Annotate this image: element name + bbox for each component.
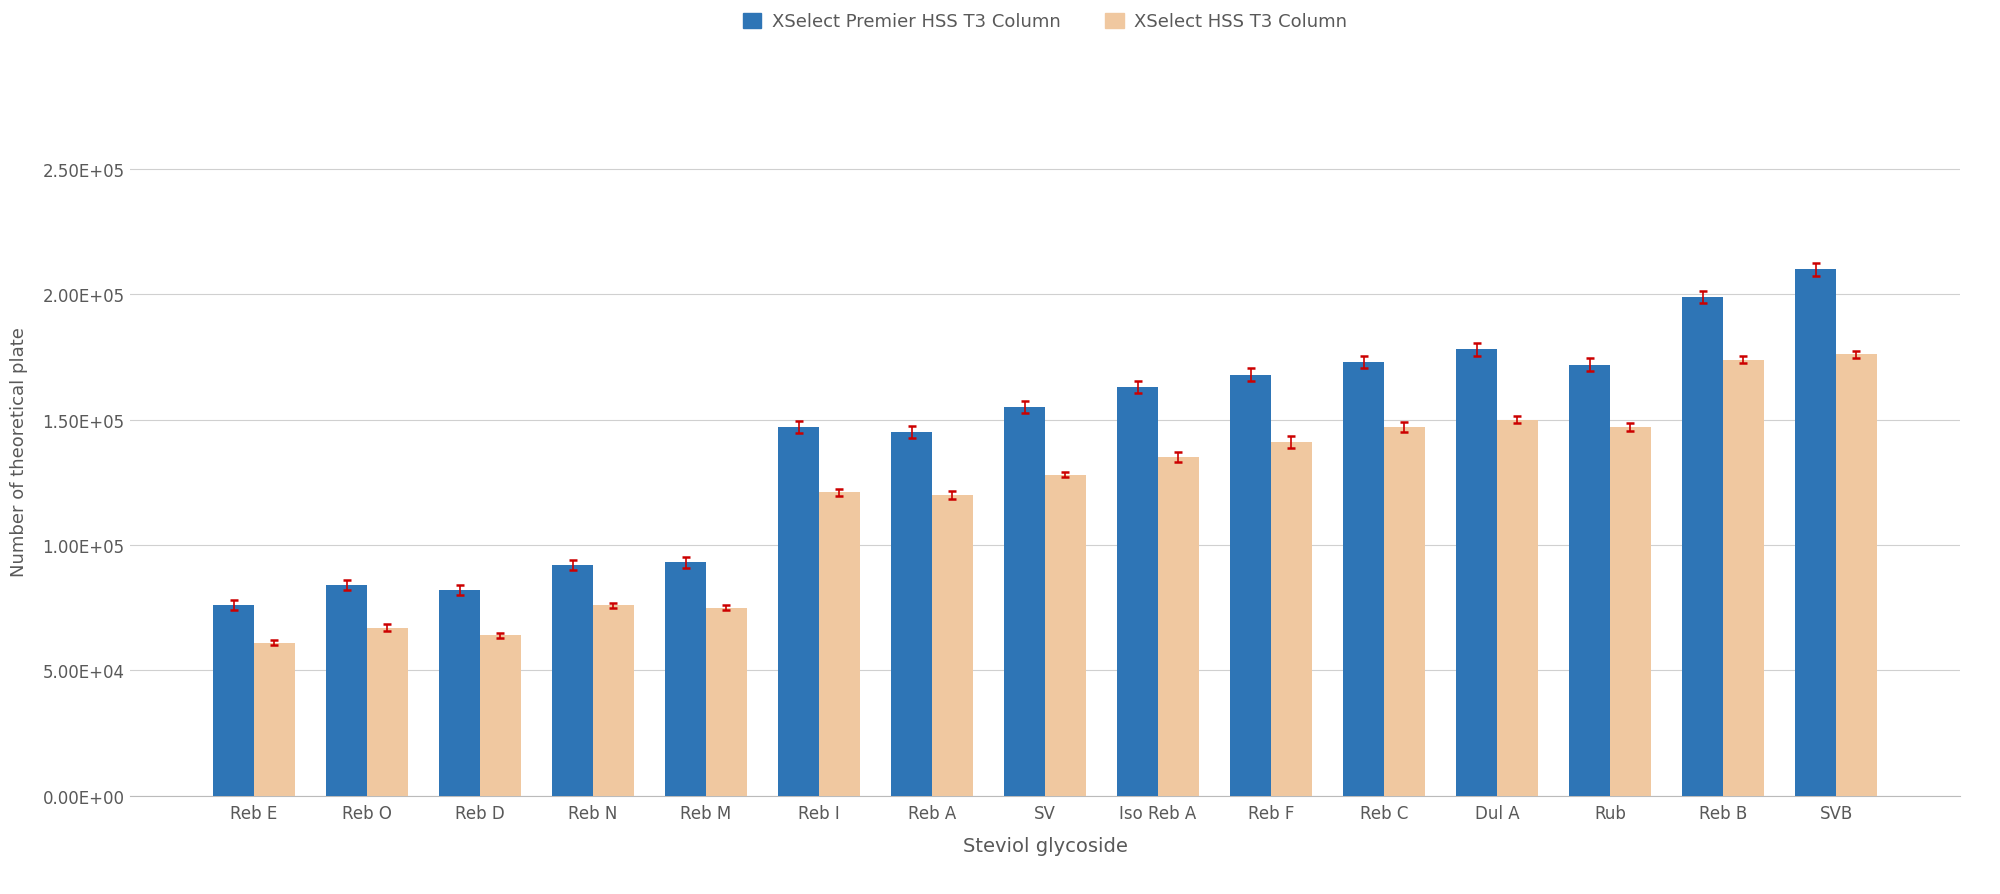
Bar [1498,420,1538,796]
Bar [1044,476,1086,796]
Bar [366,628,408,796]
Y-axis label: Number of theoretical plate: Number of theoretical plate [10,326,28,577]
Bar [778,427,818,796]
X-axis label: Steviol glycoside: Steviol glycoside [962,836,1128,855]
Bar [818,493,860,796]
Bar [1384,427,1424,796]
Bar [706,608,746,796]
Bar [1724,360,1764,796]
Bar [1610,427,1650,796]
Bar [1570,365,1610,796]
Bar [440,590,480,796]
Bar [1004,408,1046,796]
Bar [666,563,706,796]
Bar [326,586,366,796]
Bar [1456,350,1498,796]
Bar [480,636,520,796]
Bar [552,565,592,796]
Bar [1230,375,1272,796]
Bar [1836,355,1876,796]
Bar [592,605,634,796]
Bar [1796,270,1836,796]
Bar [1158,458,1198,796]
Bar [1118,388,1158,796]
Bar [1272,443,1312,796]
Bar [1682,298,1724,796]
Bar [892,433,932,796]
Bar [254,643,294,796]
Bar [932,495,972,796]
Legend: XSelect Premier HSS T3 Column, XSelect HSS T3 Column: XSelect Premier HSS T3 Column, XSelect H… [736,6,1354,38]
Bar [1344,363,1384,796]
Bar [214,605,254,796]
